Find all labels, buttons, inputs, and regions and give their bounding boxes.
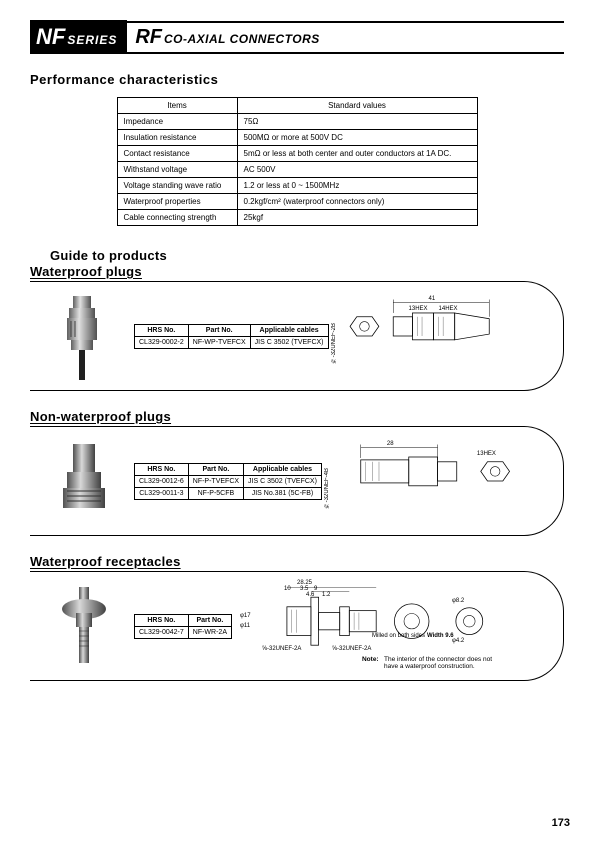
table-row: Waterproof properties0.2kgf/cm² (waterpr…	[117, 194, 477, 210]
table-row: Withstand voltageAC 500V	[117, 162, 477, 178]
title-prefix: RF	[135, 26, 162, 49]
performance-heading: Performance characteristics	[30, 72, 564, 87]
table-row: Voltage standing wave ratio1.2 or less a…	[117, 178, 477, 194]
wp-recept-row: HRS No.Part No. CL329-0042-7NF-WR-2A 28.…	[30, 571, 564, 681]
nwp-plugs-title: Non-waterproof plugs	[30, 409, 564, 424]
nwp-plug-photo	[40, 434, 130, 529]
wp-plugs-row: HRS No.Part No.Applicable cables CL329-0…	[30, 281, 564, 391]
page-number: 173	[552, 817, 570, 829]
wp-plug-diagram: 41 13HEX 14HEX ⅝-32UNEF-2B	[329, 288, 553, 384]
col-items: Items	[117, 98, 237, 114]
nwp-plugs-row: HRS No.Part No.Applicable cables CL329-0…	[30, 426, 564, 536]
wp-recept-diagram: 28.25 10 3.5 9 4.6 1.2 φ17 φ11 φ8.2 φ4.2…	[232, 578, 553, 674]
wp-recept-table: HRS No.Part No. CL329-0042-7NF-WR-2A	[134, 614, 232, 639]
nwp-plugs-table: HRS No.Part No.Applicable cables CL329-0…	[134, 463, 322, 500]
title-suffix: CO-AXIAL CONNECTORS	[164, 32, 320, 46]
guide-heading: Guide to products	[50, 248, 564, 263]
wp-plugs-title: Waterproof plugs	[30, 264, 564, 279]
table-header-row: Items Standard values	[117, 98, 477, 114]
series-suffix: SERIES	[67, 33, 117, 47]
table-row: Cable connecting strength25kgf	[117, 210, 477, 226]
table-row: Insulation resistance500MΩ or more at 50…	[117, 130, 477, 146]
wp-plug-photo	[40, 289, 130, 384]
wp-plugs-table: HRS No.Part No.Applicable cables CL329-0…	[134, 324, 329, 349]
series-badge: NF SERIES	[30, 20, 127, 54]
performance-table: Items Standard values Impedance75Ω Insul…	[117, 97, 478, 226]
wp-recept-photo	[40, 579, 130, 674]
col-values: Standard values	[237, 98, 477, 114]
table-row: CL329-0002-2NF-WP-TVEFCXJIS C 3502 (TVEF…	[135, 336, 329, 348]
table-row: CL329-0011-3NF-P-5CFBJIS No.381 (5C-FB)	[135, 487, 322, 499]
table-row: Contact resistance5mΩ or less at both ce…	[117, 146, 477, 162]
series-prefix: NF	[36, 24, 65, 50]
table-row: CL329-0012-6NF-P-TVEFCXJIS C 3502 (TVEFC…	[135, 475, 322, 487]
page-header: NF SERIES RF CO-AXIAL CONNECTORS	[30, 20, 564, 54]
page-title: RF CO-AXIAL CONNECTORS	[127, 21, 564, 54]
table-row: Impedance75Ω	[117, 114, 477, 130]
table-row: CL329-0042-7NF-WR-2A	[135, 626, 232, 638]
nwp-plug-diagram: 28 13HEX ⅝-32UNEF-4B	[322, 433, 553, 529]
wp-recept-title: Waterproof receptacles	[30, 554, 564, 569]
